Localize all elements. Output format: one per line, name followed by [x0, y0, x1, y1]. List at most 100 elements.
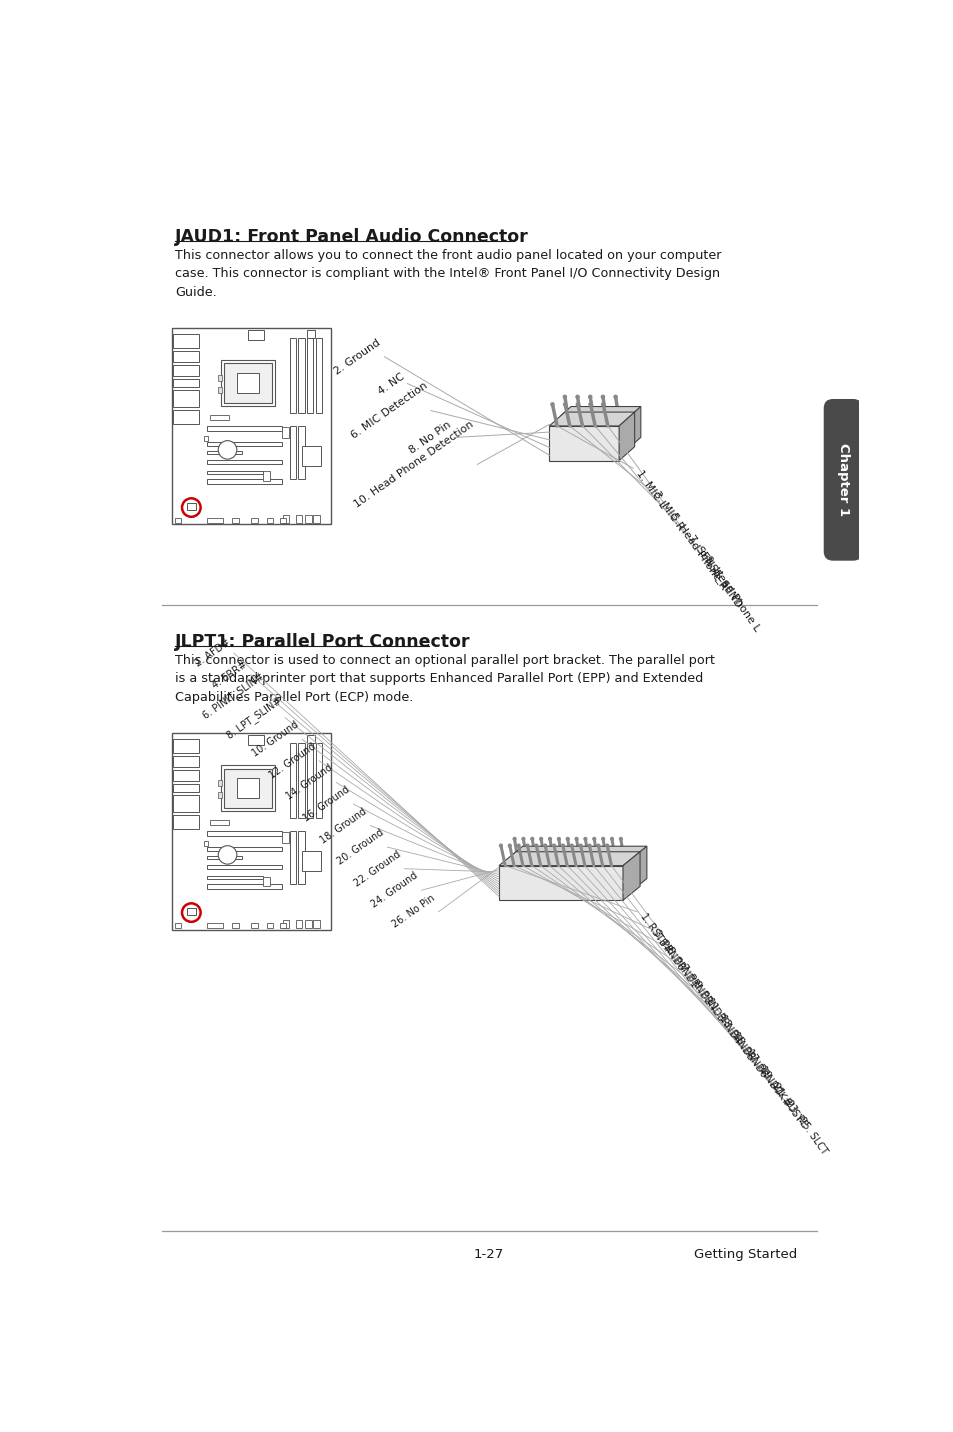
Bar — [279, 518, 286, 523]
Text: 8. LPT_SLIN#: 8. LPT_SLIN# — [224, 695, 283, 740]
Bar — [233, 518, 238, 523]
Text: JAUD1: Front Panel Audio Connector: JAUD1: Front Panel Audio Connector — [174, 228, 528, 246]
Text: 10. Ground: 10. Ground — [251, 720, 300, 759]
Bar — [218, 792, 222, 798]
Circle shape — [552, 845, 555, 846]
Bar — [218, 780, 222, 786]
Bar — [218, 387, 222, 394]
Text: 1-27: 1-27 — [474, 1247, 503, 1260]
Bar — [207, 924, 223, 928]
Bar — [248, 331, 264, 339]
Text: 10. Head Phone Detection: 10. Head Phone Detection — [353, 420, 476, 510]
Bar — [207, 875, 262, 879]
Bar — [252, 518, 257, 523]
Polygon shape — [622, 852, 639, 901]
Bar — [172, 328, 331, 524]
Circle shape — [548, 838, 551, 841]
Circle shape — [587, 845, 590, 846]
Circle shape — [525, 845, 528, 846]
Circle shape — [557, 838, 559, 841]
Polygon shape — [635, 846, 646, 888]
Bar — [305, 921, 312, 928]
Circle shape — [601, 402, 604, 405]
Bar — [173, 410, 199, 424]
Circle shape — [601, 838, 604, 841]
Bar — [173, 770, 199, 780]
Text: 2. AFD#: 2. AFD# — [193, 637, 233, 669]
Text: 1. RSTB#: 1. RSTB# — [638, 912, 673, 955]
Bar — [207, 471, 262, 474]
Text: 15. PRND6: 15. PRND6 — [730, 1031, 768, 1080]
Bar — [237, 779, 258, 798]
Text: 6. MIC Detection: 6. MIC Detection — [349, 381, 429, 441]
Bar — [173, 379, 199, 387]
Text: 9. PRND3: 9. PRND3 — [691, 979, 725, 1024]
Bar — [173, 815, 199, 829]
Bar — [295, 516, 302, 523]
Circle shape — [575, 838, 578, 841]
Bar — [307, 331, 314, 338]
Bar — [302, 851, 321, 871]
Bar — [224, 769, 272, 808]
Bar — [173, 334, 199, 348]
Text: 7. PRND2: 7. PRND2 — [678, 962, 712, 1007]
Bar — [315, 743, 322, 818]
Bar — [207, 848, 281, 851]
Bar — [307, 338, 313, 412]
Text: This connector allows you to connect the front audio panel located on your compu: This connector allows you to connect the… — [174, 249, 720, 299]
Text: 22. Ground: 22. Ground — [353, 849, 402, 888]
Bar — [248, 736, 264, 745]
Circle shape — [583, 838, 586, 841]
Bar — [221, 766, 274, 811]
Text: 9. Head Phone L: 9. Head Phone L — [702, 554, 761, 633]
Text: 8. No Pin: 8. No Pin — [407, 420, 452, 455]
Text: 13. PRND5: 13. PRND5 — [717, 1014, 755, 1063]
Bar — [262, 471, 270, 481]
Bar — [262, 876, 270, 886]
Circle shape — [218, 846, 236, 863]
Circle shape — [592, 838, 595, 841]
Bar — [313, 516, 319, 523]
Bar — [267, 518, 274, 523]
Bar — [207, 451, 242, 454]
Bar — [498, 865, 622, 901]
Bar — [210, 819, 229, 825]
Polygon shape — [549, 412, 634, 425]
FancyBboxPatch shape — [822, 400, 862, 561]
Bar — [237, 374, 258, 392]
Bar — [281, 832, 289, 843]
Bar — [207, 832, 281, 836]
Bar — [210, 414, 229, 420]
Circle shape — [600, 395, 604, 398]
Text: 4. NC: 4. NC — [375, 371, 406, 397]
Bar — [279, 924, 286, 928]
Bar — [173, 351, 199, 362]
Text: 3. MIC R: 3. MIC R — [651, 490, 685, 533]
Bar — [298, 832, 304, 884]
Text: 23. PE: 23. PE — [782, 1098, 808, 1128]
Bar — [281, 427, 289, 438]
Text: 1. MIC L: 1. MIC L — [634, 468, 667, 510]
Bar — [233, 924, 238, 928]
Text: 25. SLCT: 25. SLCT — [796, 1116, 828, 1156]
Polygon shape — [498, 852, 639, 865]
Text: JLPT1: Parallel Port Connector: JLPT1: Parallel Port Connector — [174, 633, 470, 652]
Bar — [313, 921, 319, 928]
Bar — [289, 832, 295, 884]
Text: 20. Ground: 20. Ground — [335, 828, 385, 866]
Text: 4. ERR#: 4. ERR# — [211, 659, 249, 690]
Bar — [207, 427, 281, 431]
Circle shape — [605, 845, 608, 846]
Text: 2. Ground: 2. Ground — [333, 337, 382, 377]
Bar — [204, 841, 208, 846]
Bar — [549, 425, 618, 461]
Bar — [218, 375, 222, 381]
Text: 19. ACK#: 19. ACK# — [757, 1064, 791, 1108]
Bar — [283, 516, 289, 523]
Polygon shape — [618, 412, 634, 461]
Bar — [173, 365, 199, 375]
Circle shape — [576, 402, 578, 405]
Circle shape — [576, 395, 578, 398]
Circle shape — [561, 845, 564, 846]
Bar — [283, 921, 289, 928]
